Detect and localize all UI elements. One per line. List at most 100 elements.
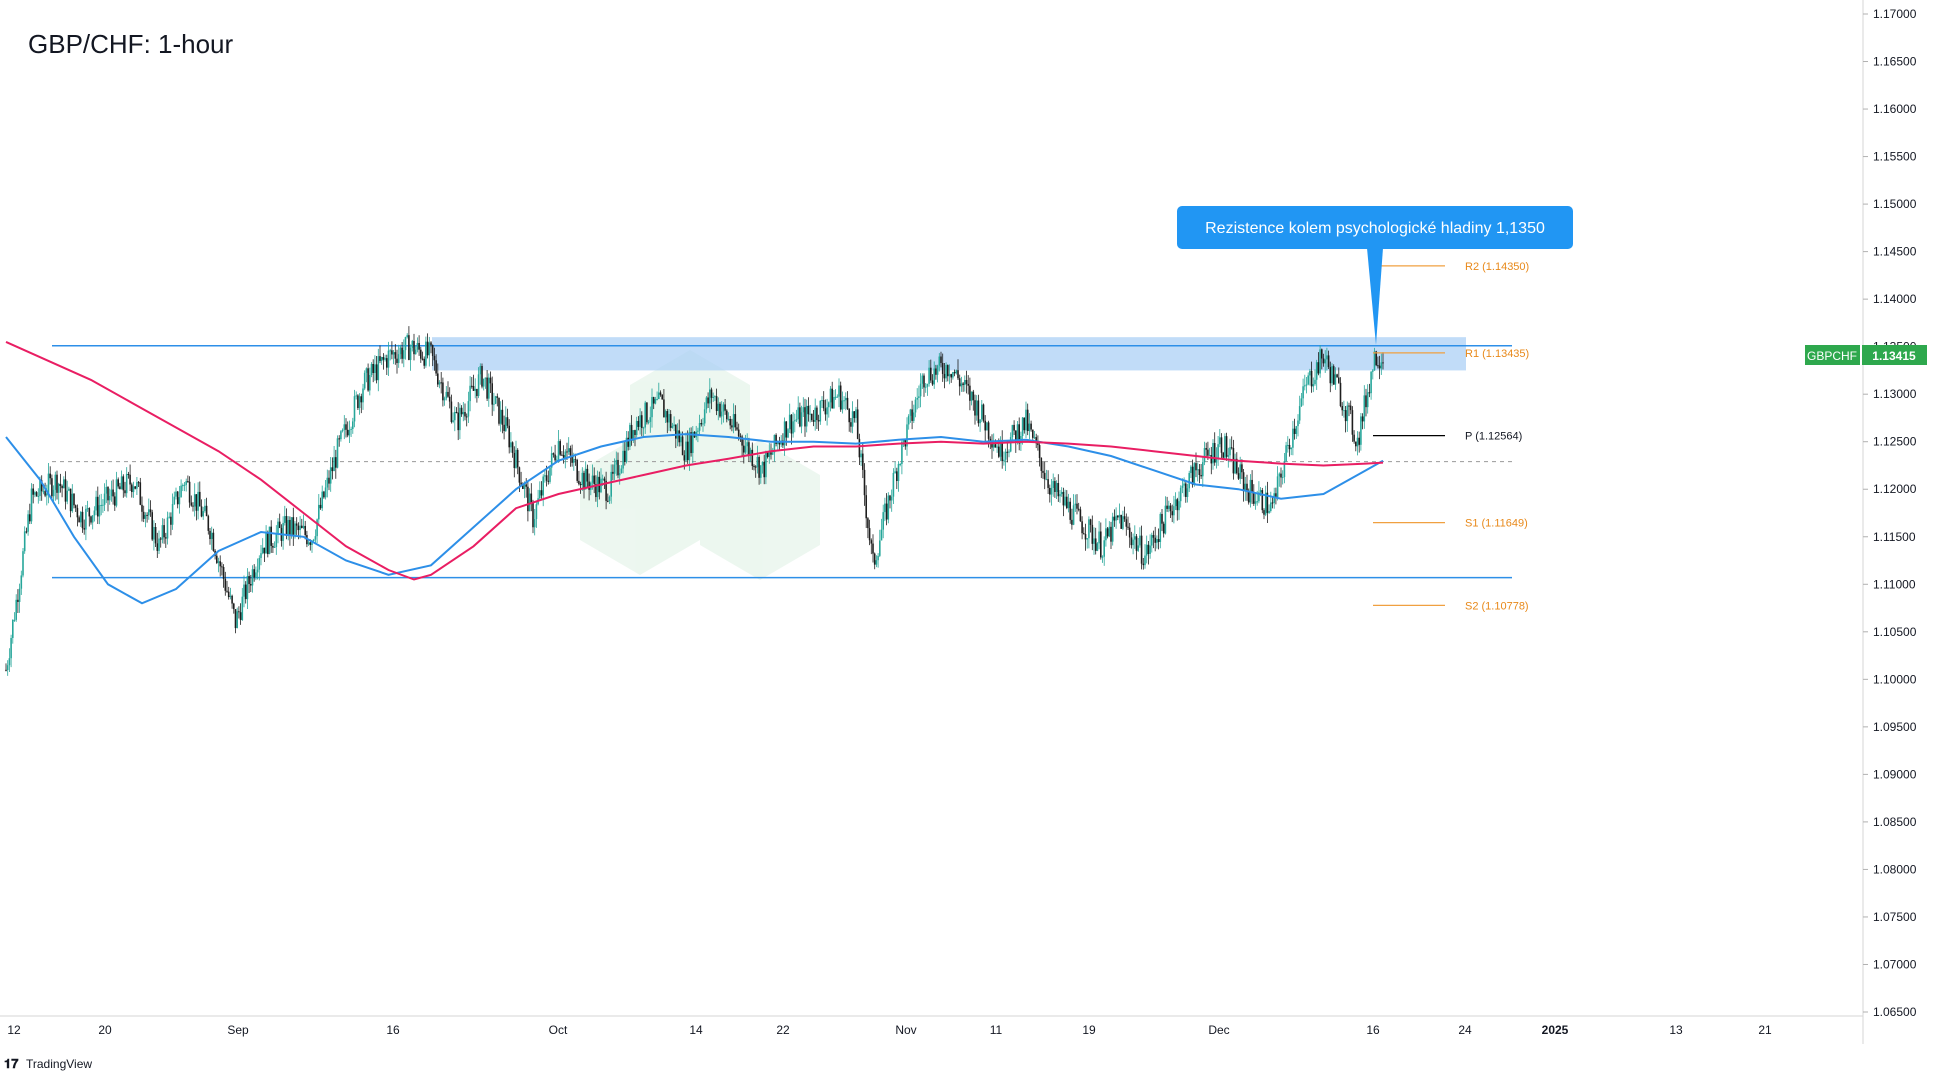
candle-body (122, 476, 125, 491)
candle-body (511, 442, 514, 453)
candle-body (289, 519, 291, 536)
candle-body (265, 532, 267, 554)
candle-body (1375, 351, 1377, 366)
candle-body (357, 395, 359, 409)
candle-body (1123, 516, 1126, 520)
candle-body (743, 445, 745, 453)
tradingview-branding[interactable]: 𝟏𝟕 TradingView (4, 1056, 92, 1071)
candle-body (1003, 459, 1005, 462)
candle-body (552, 453, 555, 455)
price-tag-value-bg (1862, 345, 1927, 365)
candle-body (901, 441, 903, 464)
candle-body (32, 488, 34, 495)
candle-body (1358, 437, 1360, 445)
candle-body (1035, 437, 1037, 444)
candle-body (22, 551, 24, 576)
candle-body (569, 448, 572, 456)
candle-body (732, 414, 735, 428)
candle-body (471, 385, 473, 387)
candle-body (595, 484, 597, 498)
candle-body (134, 486, 136, 489)
candle-body (950, 374, 952, 378)
price-tag-symbol: GBPCHF (1807, 349, 1857, 363)
candle-body (1149, 545, 1151, 554)
candle-body (1315, 362, 1318, 380)
candle-body (935, 368, 937, 375)
candle-body (105, 486, 108, 494)
candle-body (1084, 534, 1087, 540)
candle-body (617, 459, 619, 476)
candle-body (404, 337, 407, 351)
candle-body (545, 475, 548, 481)
candle-body (1176, 499, 1179, 511)
candle-body (222, 567, 225, 579)
candle-body (841, 400, 844, 410)
candle-body (1236, 458, 1238, 474)
candle-body (977, 400, 980, 424)
candle-body (108, 496, 111, 501)
candle-body (1363, 395, 1366, 422)
candle-body (1151, 534, 1153, 546)
candle-body (884, 503, 886, 513)
candle-body (635, 420, 638, 436)
candle-body (1069, 501, 1071, 520)
candle-body (462, 412, 465, 415)
candle-body (508, 425, 510, 448)
candle-body (924, 386, 927, 388)
candle-body (335, 457, 337, 468)
candle-body (454, 411, 456, 421)
candle-body (707, 397, 709, 404)
candle-body (44, 491, 46, 496)
candle-body (1203, 448, 1206, 463)
candle-body (488, 377, 490, 399)
candle-body (1297, 420, 1299, 427)
candle-body (369, 374, 371, 391)
candle-body (532, 502, 534, 528)
candle-body (1264, 492, 1267, 515)
y-tick-label: 1.09000 (1873, 767, 1917, 781)
candle-body (370, 363, 373, 375)
x-tick-label: Dec (1208, 1023, 1229, 1037)
candle-body (102, 504, 104, 506)
candle-body (862, 453, 864, 470)
candle-body (843, 400, 845, 402)
candle-body (1207, 449, 1209, 456)
candle-body (1038, 445, 1041, 458)
candle-body (1001, 440, 1003, 462)
candle-body (771, 452, 774, 455)
candle-body (272, 545, 274, 548)
candle-body (1062, 491, 1065, 506)
candle-body (528, 493, 531, 512)
candle-body (1067, 501, 1070, 509)
candle-body (822, 400, 825, 409)
pivot-level-label: S1 (1.11649) (1465, 518, 1528, 530)
candle-body (503, 424, 505, 431)
candle-body (17, 599, 19, 602)
candle-body (6, 665, 9, 671)
candle-body (571, 455, 573, 463)
candle-body (863, 469, 866, 496)
candle-body (1242, 472, 1245, 492)
candle-body (1300, 398, 1303, 407)
candle-body (1086, 538, 1088, 540)
candle-body (1321, 349, 1323, 359)
candle-body (183, 484, 186, 486)
candle-body (1271, 502, 1274, 504)
candle-body (746, 442, 748, 447)
candle-body (906, 424, 908, 447)
candle-body (255, 572, 257, 578)
candle-body (425, 341, 427, 366)
candle-body (630, 424, 633, 441)
candle-body (773, 434, 776, 453)
candle-body (1247, 491, 1250, 503)
candle-body (1239, 464, 1241, 479)
candle-body (1113, 516, 1116, 521)
candle-body (224, 578, 227, 591)
plot-area[interactable] (0, 0, 1863, 1044)
candle-body (1344, 410, 1347, 422)
candle-body (658, 392, 660, 400)
candle-body (142, 511, 145, 519)
candle-body (1259, 490, 1262, 493)
candle-body (1011, 424, 1014, 438)
